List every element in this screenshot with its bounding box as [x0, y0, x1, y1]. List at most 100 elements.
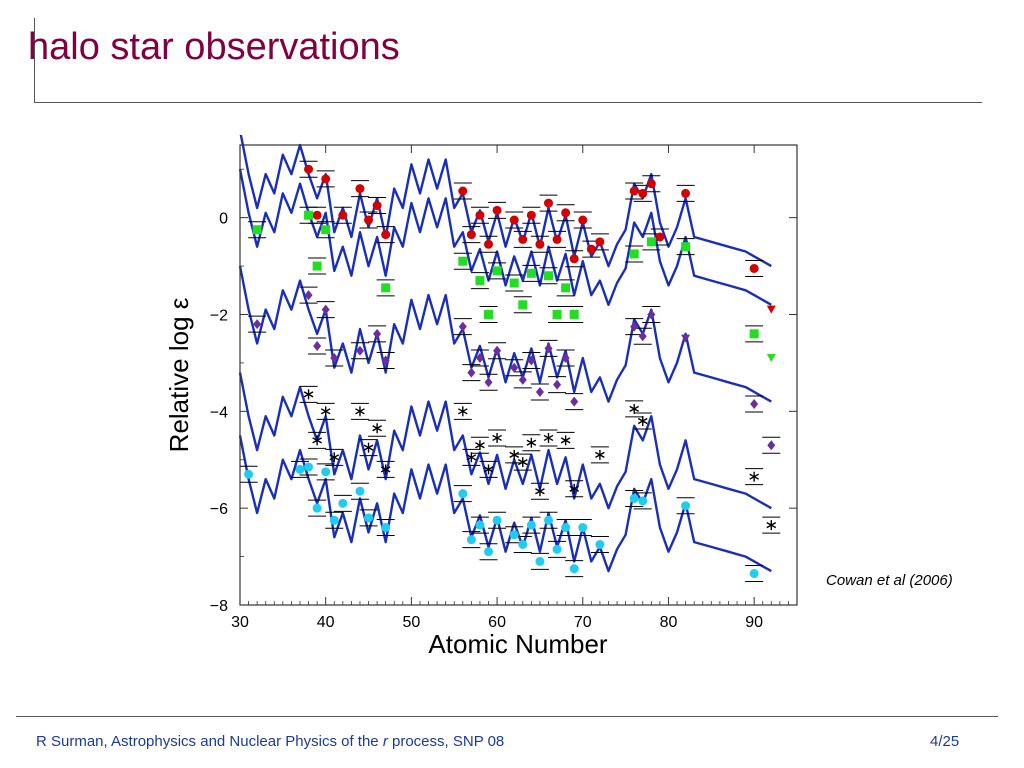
data-point-1-12 — [484, 239, 494, 249]
axis-ticks: 30 40 50 60 70 80 90 0 −2 −4 −6 −8 — [210, 145, 798, 631]
data-point-5-25 — [595, 539, 605, 549]
data-point-3-13 — [493, 345, 502, 356]
data-point-4-3 — [320, 406, 331, 417]
data-point-1-28 — [655, 232, 665, 242]
plot-background — [160, 135, 810, 660]
data-point-4-9 — [457, 406, 468, 417]
data-point-4-15 — [517, 457, 528, 468]
error-bars — [239, 160, 781, 583]
chart-svg: 30 40 50 60 70 80 90 0 −2 −4 −6 −8 Atomic Number Re… — [160, 130, 810, 660]
data-point-1-3 — [321, 174, 331, 184]
data-point-5-2 — [295, 464, 305, 474]
data-point-1-22 — [578, 215, 588, 225]
data-point-2-5 — [381, 283, 391, 293]
data-point-1-13 — [492, 205, 502, 215]
data-point-2-17 — [629, 249, 639, 259]
data-point-1-9 — [458, 186, 468, 196]
page-title: halo star observations — [28, 26, 400, 68]
data-point-5-21 — [552, 544, 562, 554]
data-point-1-20 — [561, 208, 571, 218]
chart-figure: 30 40 50 60 70 80 90 0 −2 −4 −6 −8 Atomic Number Re… — [160, 130, 810, 665]
data-point-5-22 — [561, 523, 571, 533]
data-point-5-15 — [492, 515, 502, 525]
data-point-4-21-stroke-3 — [595, 451, 605, 459]
data-point-4-23 — [637, 416, 648, 426]
data-point-3-9 — [458, 321, 467, 332]
x-tick-label-6: 80 — [660, 614, 678, 631]
data-point-3-1 — [253, 319, 262, 330]
data-point-1-8 — [381, 230, 391, 240]
data-point-1-21 — [569, 254, 579, 264]
data-point-1-5 — [355, 184, 365, 194]
data-point-4-25 — [766, 520, 777, 531]
data-point-5-9 — [364, 513, 374, 523]
data-point-3-2 — [304, 290, 313, 301]
model-curve-5 — [238, 435, 772, 573]
data-point-5-24 — [578, 523, 588, 533]
title-bar — [34, 18, 982, 103]
data-point-3-17 — [535, 386, 544, 397]
data-point-4-2 — [312, 435, 322, 446]
data-point-1-15 — [518, 234, 528, 244]
data-point-3-23 — [638, 331, 647, 342]
data-point-1-27 — [646, 179, 656, 189]
data-markers — [244, 164, 777, 579]
data-point-4-16 — [526, 437, 537, 448]
data-point-4-4 — [329, 452, 340, 463]
data-point-2-16 — [569, 309, 579, 319]
y-tick-label-4: −6 — [210, 501, 228, 518]
data-point-2-9 — [492, 266, 502, 276]
data-point-1-6 — [364, 215, 374, 225]
data-point-1-14 — [509, 215, 519, 225]
x-tick-label-2: 40 — [317, 614, 335, 631]
footer-rule — [16, 716, 998, 717]
data-point-5-4 — [312, 503, 322, 513]
model-curve-2 — [238, 168, 772, 306]
data-point-1-1 — [304, 164, 314, 174]
data-point-1-19 — [552, 234, 562, 244]
data-point-4-1-stroke-3 — [303, 391, 314, 398]
upper-limit-2-1 — [766, 354, 776, 363]
data-point-5-26 — [629, 493, 639, 503]
data-point-4-19-stroke-3 — [560, 437, 571, 444]
data-point-4-7-stroke-3 — [372, 425, 382, 432]
data-point-2-4 — [321, 225, 331, 235]
model-curve-4 — [238, 372, 772, 510]
x-tick-label-5: 70 — [574, 614, 592, 631]
data-point-4-11-stroke-3 — [475, 442, 485, 449]
data-point-2-10 — [509, 278, 519, 288]
data-point-4-3-stroke-3 — [320, 408, 331, 415]
data-point-1-11 — [475, 210, 485, 220]
data-point-4-5 — [355, 406, 365, 417]
data-point-3-18 — [544, 343, 553, 354]
data-point-5-12 — [466, 535, 476, 545]
model-curve-3 — [238, 265, 772, 403]
data-point-5-16 — [509, 530, 519, 540]
x-tick-label-7: 90 — [745, 614, 763, 631]
data-point-3-19 — [553, 379, 562, 390]
x-axis-label: Atomic Number — [428, 629, 607, 659]
data-point-5-3 — [304, 462, 314, 472]
data-point-2-18 — [646, 237, 656, 247]
data-point-1-4 — [338, 210, 348, 220]
data-point-1-26 — [638, 188, 648, 198]
data-point-3-24 — [647, 309, 656, 320]
footer-text: R Surman, Astrophysics and Nuclear Physi… — [36, 733, 504, 750]
data-point-2-13 — [543, 271, 553, 281]
y-axis-label: Relative log ε — [164, 297, 194, 452]
data-point-4-15-stroke-3 — [517, 459, 528, 466]
data-point-4-8-stroke-3 — [380, 466, 391, 473]
y-tick-label-1: 0 — [219, 211, 228, 228]
data-point-2-11 — [518, 300, 528, 310]
data-point-4-18-stroke-3 — [543, 434, 554, 442]
data-point-5-27 — [638, 496, 648, 506]
data-point-3-8 — [381, 355, 390, 366]
data-point-4-13-stroke-3 — [492, 434, 502, 442]
data-point-4-24 — [749, 471, 759, 482]
y-tick-label-2: −2 — [210, 307, 228, 324]
data-point-3-10 — [467, 367, 476, 378]
data-point-3-7 — [373, 328, 382, 339]
data-point-4-21 — [595, 449, 605, 460]
y-tick-label-3: −4 — [210, 404, 228, 421]
data-point-4-6-stroke-3 — [363, 444, 374, 451]
